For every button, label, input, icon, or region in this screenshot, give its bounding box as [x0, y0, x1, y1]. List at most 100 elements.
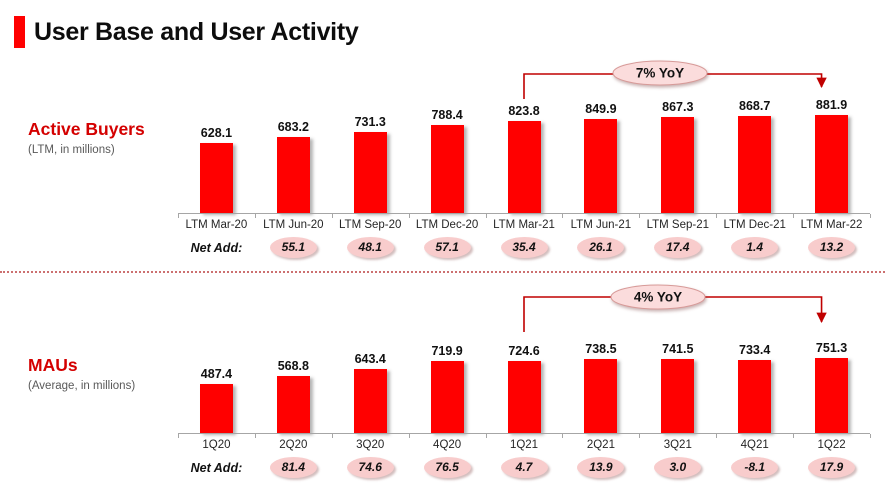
bar [276, 376, 310, 433]
category-label: LTM Mar-22 [800, 219, 863, 231]
bar-column: 719.9 [409, 344, 486, 433]
bar [276, 137, 310, 213]
bar-column: 724.6 [486, 344, 563, 433]
section-divider [0, 271, 885, 273]
category-label: LTM Dec-20 [415, 219, 479, 231]
bar-value-label: 823.8 [508, 104, 540, 119]
bar-column: 849.9 [562, 102, 639, 213]
net-add-cell: 13.2 [793, 237, 870, 258]
bar-column: 628.1 [178, 126, 255, 213]
bar-value-label: 733.4 [739, 342, 771, 357]
axis-tick [178, 214, 179, 218]
net-add-badge: 17.9 [808, 457, 856, 478]
category-labels: LTM Mar-20 LTM Jun-20 LTM Sep-20 LTM Dec-20… [178, 219, 870, 231]
active-buyers-bar-chart: 628.1 683.2 731.3 788.4 823.8 849.9 867.3 868.7… [178, 55, 871, 258]
net-add-row: Net Add: 55.1 48.1 57.1 35.4 26.1 17.4 1.4 13.2 [178, 237, 870, 258]
bar-value-label: 741.5 [662, 341, 694, 356]
axis-tick [562, 434, 564, 438]
net-add-badge: 1.4 [731, 237, 779, 258]
bar-column: 683.2 [255, 120, 332, 213]
net-add-cell: 17.4 [639, 237, 716, 258]
bar [738, 359, 772, 433]
axis-tick [408, 214, 410, 218]
net-add-badge: 17.4 [654, 237, 702, 258]
axis-tick [793, 214, 795, 218]
net-add-cell: 35.4 [486, 237, 563, 258]
section-active-buyers: Active Buyers (LTM, in millions) 628.1 68… [0, 55, 885, 267]
axis-tick [793, 434, 795, 438]
category-label: 3Q21 [663, 439, 692, 451]
x-axis [178, 213, 871, 218]
net-add-cell: 26.1 [562, 237, 639, 258]
bar [815, 114, 849, 213]
chart-title: Active Buyers [28, 119, 145, 139]
bar [584, 359, 618, 433]
axis-tick [870, 214, 871, 218]
bar [584, 118, 618, 213]
net-add-cell: 81.4 [255, 457, 332, 478]
net-add-cell: 17.9 [793, 457, 870, 478]
bar [507, 121, 541, 213]
category-label: 3Q20 [356, 439, 385, 451]
chart-side-label: Active Buyers (LTM, in millions) [28, 119, 145, 156]
bar-column: 487.4 [178, 367, 255, 433]
title-accent-bar [14, 16, 25, 48]
net-add-badge: 13.9 [577, 457, 625, 478]
net-add-badge: 4.7 [500, 457, 548, 478]
bar [815, 357, 849, 433]
bar [199, 143, 233, 213]
net-add-cell: 57.1 [409, 237, 486, 258]
category-label: LTM Jun-21 [570, 219, 632, 231]
bar [661, 358, 695, 433]
chart-subtitle: (Average, in millions) [28, 380, 136, 392]
net-add-label: Net Add: [190, 460, 243, 475]
bar-value-label: 683.2 [277, 120, 309, 134]
bar-value-label: 738.5 [585, 342, 617, 357]
bar-value-label: 643.4 [354, 351, 386, 366]
net-add-badge: -8.1 [731, 457, 779, 478]
bar-column: 868.7 [716, 99, 793, 213]
net-add-cell: 3.0 [639, 457, 716, 478]
category-label: LTM Jun-20 [263, 219, 324, 231]
net-add-cell: 1.4 [716, 237, 793, 258]
axis-tick [562, 214, 564, 218]
net-add-cell: 13.9 [562, 457, 639, 478]
bar-value-label: 628.1 [200, 126, 233, 141]
bar-column: 788.4 [409, 108, 486, 213]
bar-value-label: 568.8 [277, 359, 309, 374]
axis-tick [485, 434, 487, 438]
bar [430, 125, 464, 213]
category-label: LTM Mar-20 [185, 219, 248, 231]
axis-tick [254, 434, 256, 438]
bar-column: 867.3 [639, 100, 716, 213]
bar-value-label: 868.7 [739, 99, 771, 114]
chart-subtitle: (LTM, in millions) [28, 144, 115, 156]
net-add-cell: 76.5 [409, 457, 486, 478]
category-label: 4Q21 [740, 439, 769, 451]
chart-title: MAUs [28, 355, 78, 375]
header: User Base and User Activity [14, 16, 359, 48]
net-add-badge: 57.1 [423, 237, 471, 258]
axis-tick [408, 434, 410, 438]
net-add-cell: 55.1 [255, 237, 332, 258]
bar [507, 360, 541, 433]
net-add-badge: 35.4 [500, 237, 548, 258]
bar-column: 738.5 [562, 342, 639, 433]
bar-column: 823.8 [486, 104, 563, 213]
bar [353, 131, 387, 213]
category-label: 4Q20 [433, 439, 462, 451]
bar-value-label: 881.9 [815, 97, 848, 112]
net-add-badge: 81.4 [269, 457, 317, 478]
net-add-row: Net Add: 81.4 74.6 76.5 4.7 13.9 3.0 -8.1 17.9 [178, 457, 870, 478]
axis-tick [639, 214, 641, 218]
bar [738, 116, 772, 213]
bar-column: 733.4 [716, 343, 793, 433]
axis-tick [870, 434, 871, 438]
category-label: LTM Sep-20 [339, 219, 402, 231]
category-labels: 1Q20 2Q20 3Q20 4Q20 1Q21 2Q21 3Q21 4Q21 1Q22 [178, 439, 870, 451]
bar [353, 368, 387, 433]
net-add-badge: 3.0 [654, 457, 702, 478]
bar-column: 881.9 [793, 98, 870, 213]
bar-value-label: 487.4 [200, 367, 233, 382]
